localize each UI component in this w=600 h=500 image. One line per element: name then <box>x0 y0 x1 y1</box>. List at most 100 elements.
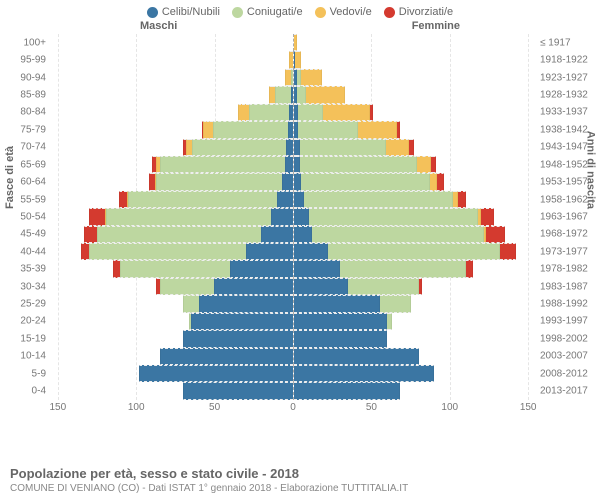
bar-segment <box>275 86 291 103</box>
bar-segment <box>191 313 293 330</box>
age-row: 35-391978-1982 <box>50 260 536 277</box>
bar-segment <box>294 226 313 243</box>
age-label: 40-44 <box>4 246 46 257</box>
age-row: 65-691948-1952 <box>50 156 536 173</box>
legend-swatch <box>147 7 158 18</box>
male-label: Maschi <box>140 20 177 32</box>
bar-segment <box>298 121 357 138</box>
bar-segment <box>312 226 484 243</box>
age-row: 80-841933-1937 <box>50 104 536 121</box>
age-label: 75-79 <box>4 124 46 135</box>
legend: Celibi/NubiliConiugati/eVedovi/eDivorzia… <box>0 0 600 20</box>
bar-segment <box>304 191 453 208</box>
age-row: 40-441973-1977 <box>50 243 536 260</box>
female-half <box>294 86 537 103</box>
male-half <box>50 382 294 399</box>
female-half <box>294 382 537 399</box>
age-row: 45-491968-1972 <box>50 226 536 243</box>
age-row: 10-142003-2007 <box>50 348 536 365</box>
age-label: 35-39 <box>4 264 46 275</box>
age-label: 60-64 <box>4 177 46 188</box>
bar-segment <box>97 226 261 243</box>
bar-segment <box>183 330 293 347</box>
age-row: 60-641953-1957 <box>50 173 536 190</box>
female-half <box>294 295 537 312</box>
female-half <box>294 139 537 156</box>
male-half <box>50 313 294 330</box>
birth-label: 1978-1982 <box>540 264 596 275</box>
age-label: 45-49 <box>4 229 46 240</box>
bar-segment <box>300 139 386 156</box>
birth-label: 2013-2017 <box>540 386 596 397</box>
bar-segment <box>294 208 310 225</box>
legend-swatch <box>384 7 395 18</box>
female-half <box>294 330 537 347</box>
bar-segment <box>271 208 293 225</box>
bar-segment <box>370 104 373 121</box>
birth-label: 2003-2007 <box>540 351 596 362</box>
female-label: Femmine <box>412 20 460 32</box>
male-half <box>50 34 294 51</box>
bar-segment <box>294 382 400 399</box>
female-half <box>294 69 537 86</box>
birth-label: 1943-1947 <box>540 142 596 153</box>
female-half <box>294 313 537 330</box>
bar-segment <box>300 156 417 173</box>
age-label: 0-4 <box>4 386 46 397</box>
male-half <box>50 51 294 68</box>
legend-item: Vedovi/e <box>315 6 372 18</box>
bar-segment <box>417 156 431 173</box>
birth-label: 1968-1972 <box>540 229 596 240</box>
female-half <box>294 191 537 208</box>
bar-segment <box>213 121 288 138</box>
age-label: 10-14 <box>4 351 46 362</box>
birth-label: 1918-1922 <box>540 55 596 66</box>
bar-segment <box>120 260 230 277</box>
bar-segment <box>261 226 292 243</box>
bar-segment <box>481 208 494 225</box>
bar-segment <box>386 139 409 156</box>
x-tick: 150 <box>49 402 66 413</box>
female-half <box>294 156 537 173</box>
population-pyramid: Fasce di età Anni di nascita 100+≤ 19179… <box>0 34 600 424</box>
age-label: 85-89 <box>4 89 46 100</box>
bar-segment <box>294 243 328 260</box>
female-half <box>294 226 537 243</box>
male-half <box>50 208 294 225</box>
bar-segment <box>306 86 345 103</box>
male-half <box>50 86 294 103</box>
birth-label: 1948-1952 <box>540 159 596 170</box>
male-half <box>50 330 294 347</box>
female-half <box>294 208 537 225</box>
bar-segment <box>156 173 281 190</box>
female-half <box>294 173 537 190</box>
male-half <box>50 243 294 260</box>
age-row: 5-92008-2012 <box>50 365 536 382</box>
x-tick: 100 <box>441 402 458 413</box>
legend-item: Celibi/Nubili <box>147 6 220 18</box>
bar-segment <box>289 51 292 68</box>
bar-segment <box>294 330 388 347</box>
age-label: 25-29 <box>4 299 46 310</box>
male-half <box>50 104 294 121</box>
chart-title: Popolazione per età, sesso e stato civil… <box>10 466 590 481</box>
bar-segment <box>437 173 443 190</box>
bar-segment <box>458 191 466 208</box>
x-tick: 100 <box>128 402 145 413</box>
age-row: 30-341983-1987 <box>50 278 536 295</box>
male-half <box>50 69 294 86</box>
bar-segment <box>282 173 293 190</box>
bar-segment <box>294 34 297 51</box>
age-row: 70-741943-1947 <box>50 139 536 156</box>
bar-segment <box>294 313 388 330</box>
side-labels: Maschi Femmine <box>0 20 600 32</box>
bar-segment <box>160 348 293 365</box>
footer: Popolazione per età, sesso e stato civil… <box>10 466 590 494</box>
bar-segment <box>89 243 245 260</box>
legend-item: Coniugati/e <box>232 6 303 18</box>
bar-segment <box>286 139 292 156</box>
bar-segment <box>419 278 422 295</box>
female-half <box>294 104 537 121</box>
bar-segment <box>89 208 105 225</box>
bar-segment <box>160 278 215 295</box>
